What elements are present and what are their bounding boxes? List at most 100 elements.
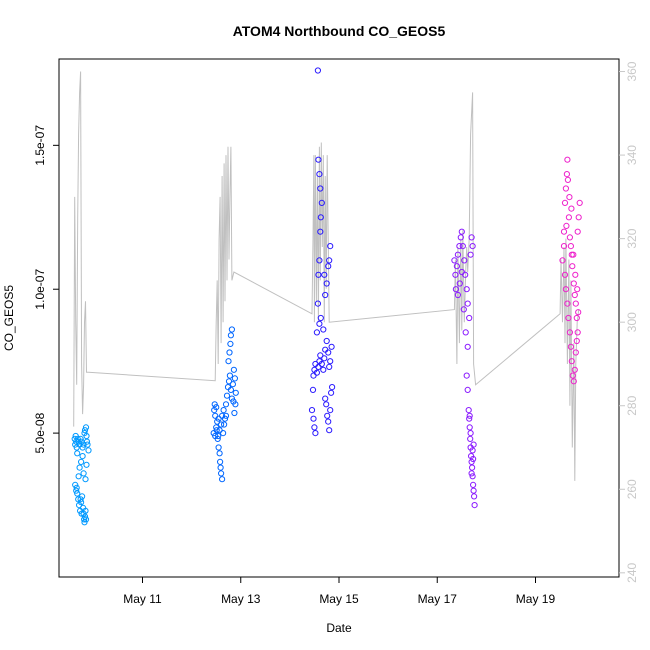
data-point (571, 291, 578, 299)
data-point (451, 257, 458, 264)
data-point (562, 185, 570, 192)
data-point (570, 280, 577, 287)
data-point (217, 458, 224, 465)
data-point (560, 228, 568, 235)
data-point (564, 156, 571, 163)
data-point (561, 199, 569, 206)
data-point (217, 464, 224, 471)
data-point (569, 372, 576, 379)
data-point (568, 358, 575, 365)
data-point (316, 257, 323, 264)
data-point (316, 171, 323, 178)
data-point (225, 358, 232, 365)
data-point (471, 502, 478, 509)
y-axis: 5.0e-08 1.0e-07 1.5e-07 (33, 125, 59, 453)
data-point (560, 243, 568, 250)
data-point (564, 176, 572, 183)
data-point (73, 484, 80, 491)
data-point (79, 493, 86, 500)
y-tick-label: 5.0e-08 (33, 412, 47, 453)
data-point (565, 214, 573, 221)
data-point (227, 332, 234, 339)
data-point (469, 243, 476, 250)
x-tick-label: May 13 (221, 592, 261, 606)
data-point (316, 320, 323, 327)
data-point (463, 372, 470, 379)
data-point (232, 401, 239, 408)
data-point (83, 432, 90, 440)
data-point (464, 386, 471, 393)
y2-tick-label: 320 (625, 228, 639, 248)
data-point (312, 430, 319, 437)
data-point (222, 401, 230, 408)
data-point (315, 271, 322, 278)
plot-frame (58, 58, 620, 578)
data-point (561, 271, 569, 278)
data-point (562, 286, 570, 293)
data-point (470, 441, 477, 448)
data-point (559, 257, 566, 264)
data-point (231, 375, 238, 382)
data-point (218, 470, 225, 477)
data-point (315, 363, 322, 370)
y2-axis: 240 260 280 300 320 340 360 (619, 61, 639, 583)
data-point (326, 363, 333, 370)
overlay-layer (73, 71, 580, 481)
data-point (572, 300, 579, 307)
data-point (471, 493, 478, 500)
data-point (215, 444, 222, 451)
data-point (328, 389, 335, 396)
series-1 (71, 424, 92, 526)
data-point (311, 424, 318, 431)
data-point (575, 309, 582, 316)
data-point (326, 427, 333, 434)
data-point (326, 257, 333, 264)
data-point (227, 340, 234, 347)
data-point (229, 381, 236, 388)
data-point (225, 378, 233, 385)
data-point (573, 314, 580, 322)
data-point (458, 268, 465, 276)
data-point (463, 286, 470, 293)
data-point (232, 389, 239, 396)
data-point (81, 427, 89, 434)
data-point (464, 343, 471, 350)
data-point (322, 395, 329, 402)
data-point (320, 366, 327, 373)
data-point (467, 435, 474, 442)
data-point (226, 372, 233, 379)
data-point (461, 257, 468, 264)
data-point (81, 519, 88, 526)
data-point (574, 329, 581, 336)
series-5 (559, 156, 583, 385)
data-point (323, 337, 330, 345)
data-point (310, 372, 317, 379)
y-tick-label: 1.0e-07 (33, 269, 47, 310)
y2-tick-label: 240 (625, 562, 639, 582)
data-point (215, 432, 222, 440)
data-point (470, 481, 477, 488)
data-point (467, 251, 474, 258)
data-point (211, 407, 218, 414)
data-point (567, 343, 575, 350)
data-point (216, 450, 223, 457)
data-point (572, 271, 579, 278)
data-point (456, 243, 463, 250)
data-point (320, 326, 327, 333)
data-point (314, 67, 321, 74)
data-point (72, 481, 79, 488)
chart-title: ATOM4 Northbound CO_GEOS5 (233, 23, 446, 39)
data-point (323, 280, 330, 287)
data-point (310, 415, 317, 422)
data-point (230, 366, 237, 373)
data-point (315, 156, 322, 163)
data-point (329, 384, 336, 391)
data-point (465, 407, 472, 414)
data-point (82, 516, 90, 523)
series-3 (308, 67, 336, 437)
x-axis-label: Date (326, 621, 352, 635)
data-point (575, 214, 582, 221)
data-point (459, 243, 466, 250)
data-point (83, 438, 91, 445)
data-point (82, 424, 90, 431)
